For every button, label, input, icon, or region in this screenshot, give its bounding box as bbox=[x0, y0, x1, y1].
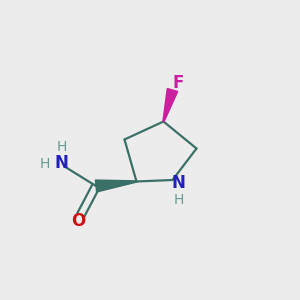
Text: H: H bbox=[173, 193, 184, 206]
Polygon shape bbox=[95, 180, 136, 192]
Text: O: O bbox=[71, 212, 85, 230]
Polygon shape bbox=[163, 88, 178, 122]
Text: N: N bbox=[55, 154, 68, 172]
Text: H: H bbox=[40, 157, 50, 170]
Text: H: H bbox=[56, 140, 67, 154]
Text: F: F bbox=[172, 74, 184, 92]
Text: N: N bbox=[172, 174, 185, 192]
